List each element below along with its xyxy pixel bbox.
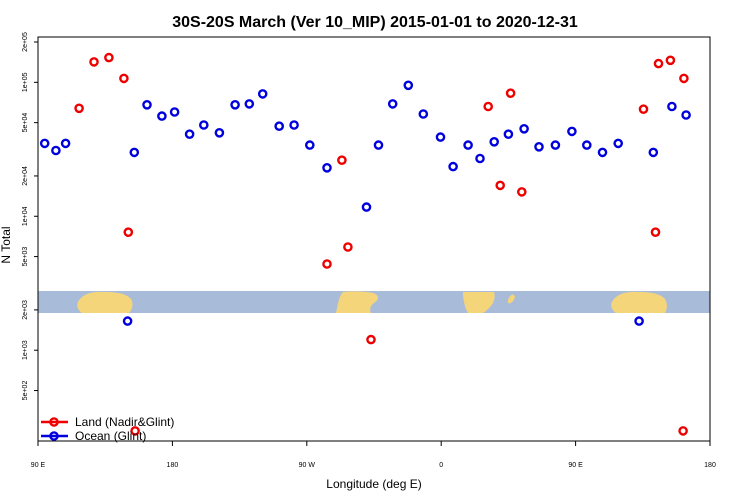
- ocean-point-27: [489, 136, 500, 147]
- ocean-point-39: [681, 110, 691, 120]
- ocean-point-15: [289, 120, 299, 130]
- land-ocean-strip: [38, 291, 710, 313]
- ocean-point-10: [214, 127, 225, 138]
- ocean-point-24: [448, 161, 458, 172]
- chart-title: 30S-20S March (Ver 10_MIP) 2015-01-01 to…: [172, 14, 578, 31]
- x-tick-label-3: 0: [439, 462, 443, 469]
- y-tick-label-4: 1e+04: [22, 206, 29, 226]
- land-point-3: [119, 73, 129, 84]
- x-tick-label-2: 90 W: [299, 462, 316, 469]
- x-tick-label-0: 90 E: [31, 462, 46, 469]
- land-point-12: [495, 180, 506, 191]
- ocean-point-18: [361, 202, 372, 212]
- data-points: [39, 52, 691, 436]
- ocean-point-26: [475, 153, 485, 164]
- ocean-point-6: [157, 111, 167, 121]
- land-point-16: [653, 58, 664, 69]
- ocean-point-16: [304, 140, 315, 150]
- ocean-point-21: [403, 80, 414, 91]
- ocean-point-31: [550, 140, 561, 150]
- ocean-point-32: [567, 126, 577, 137]
- ocean-point-4: [129, 147, 140, 158]
- legend-marker-ocean: [49, 431, 59, 441]
- y-tick-label-2: 2e+03: [22, 300, 29, 320]
- ocean-point-19: [373, 140, 384, 150]
- y-tick-label-1: 1e+03: [22, 340, 29, 360]
- ocean-point-12: [244, 99, 255, 109]
- legend-label-ocean: Ocean (Glint): [75, 429, 146, 443]
- land-point-15: [650, 227, 661, 237]
- land-patch-south-america: [336, 291, 379, 313]
- y-tick-label-5: 2e+04: [22, 166, 29, 186]
- ocean-point-9: [198, 120, 209, 130]
- y-tick-label-7: 1e+05: [22, 72, 29, 92]
- ocean-point-25: [463, 140, 473, 150]
- plot-frame: [37, 36, 711, 442]
- y-tick-label-0: 5e+02: [22, 381, 29, 401]
- ocean-point-13: [257, 89, 268, 99]
- land-point-6: [337, 155, 347, 165]
- legend: Land (Nadir&Glint) Ocean (Glint): [41, 415, 174, 443]
- land-patch-africa: [463, 292, 495, 313]
- legend-label-land: Land (Nadir&Glint): [75, 415, 174, 429]
- ocean-point-29: [519, 124, 529, 134]
- land-point-8: [343, 242, 353, 252]
- land-point-9: [366, 334, 376, 345]
- ocean-point-37: [648, 147, 659, 158]
- x-axis-label: Longitude (deg E): [326, 477, 421, 491]
- ocean-point-36: [634, 316, 644, 326]
- y-tick-label-8: 2e+05: [22, 32, 29, 52]
- ocean-point-11: [230, 100, 240, 110]
- ocean-point-17: [322, 162, 332, 173]
- x-tick-label-5: 180: [704, 462, 716, 469]
- ocean-point-14: [274, 121, 285, 131]
- ocean-point-34: [597, 147, 608, 158]
- y-axis: 5e+02 1e+03 2e+03 5e+03 1e+04 2e+04 5e+04 1e+05…: [22, 32, 38, 400]
- y-tick-label-6: 5e+04: [22, 113, 29, 133]
- ocean-point-5: [142, 100, 152, 110]
- land-point-17: [665, 55, 676, 66]
- ocean-point-1: [51, 145, 61, 156]
- land-point-14: [638, 104, 649, 114]
- x-tick-label-1: 180: [167, 462, 179, 469]
- land-point-10: [483, 101, 494, 112]
- land-point-18: [679, 73, 689, 84]
- land-point-4: [123, 227, 134, 237]
- land-patch-australia-west: [77, 291, 133, 313]
- ocean-point-8: [184, 129, 195, 139]
- y-axis-label: N Total: [0, 226, 13, 263]
- ocean-point-20: [387, 99, 398, 109]
- ocean-point-23: [435, 132, 446, 142]
- land-point-13: [517, 187, 527, 197]
- land-point-11: [505, 88, 516, 98]
- ocean-point-28: [503, 129, 514, 139]
- ocean-point-22: [418, 109, 429, 119]
- ocean-point-38: [667, 101, 677, 112]
- land-patch-madagascar: [508, 294, 515, 304]
- ocean-point-2: [60, 138, 71, 149]
- land-point-0: [74, 103, 84, 114]
- land-patch-australia-east: [611, 291, 667, 313]
- land-point-2: [104, 52, 114, 63]
- ocean-point-30: [534, 141, 544, 152]
- ocean-point-3: [122, 316, 133, 326]
- land-point-5: [130, 426, 140, 436]
- land-point-1: [89, 57, 99, 67]
- x-axis: 90 E 180 90 W 0 90 E 180: [31, 441, 716, 469]
- land-point-19: [678, 426, 688, 436]
- legend-marker-land: [49, 417, 59, 427]
- ocean-point-35: [613, 138, 624, 149]
- land-point-7: [322, 259, 332, 269]
- ocean-point-7: [169, 107, 180, 117]
- y-tick-label-3: 5e+03: [22, 247, 29, 267]
- ocean-point-0: [39, 138, 50, 149]
- ocean-point-33: [582, 140, 592, 150]
- x-tick-label-4: 90 E: [568, 462, 583, 469]
